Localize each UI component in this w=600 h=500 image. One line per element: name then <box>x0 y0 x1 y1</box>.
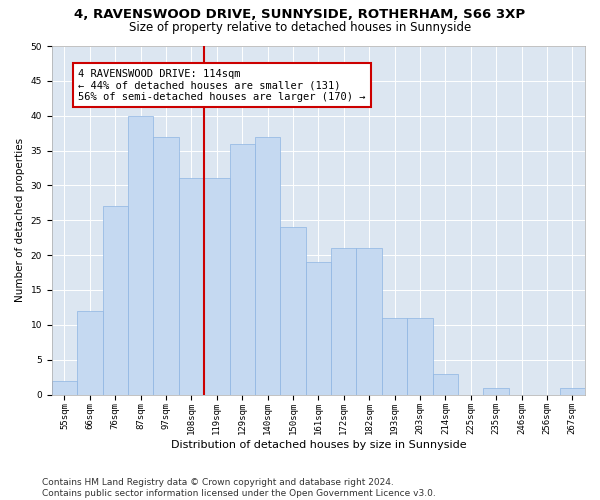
Text: Size of property relative to detached houses in Sunnyside: Size of property relative to detached ho… <box>129 21 471 34</box>
Bar <box>179 178 204 394</box>
Y-axis label: Number of detached properties: Number of detached properties <box>15 138 25 302</box>
Bar <box>356 248 382 394</box>
Bar <box>77 311 103 394</box>
Bar <box>305 262 331 394</box>
Bar <box>331 248 356 394</box>
Bar <box>280 227 305 394</box>
Bar <box>382 318 407 394</box>
Bar <box>484 388 509 394</box>
Text: Contains HM Land Registry data © Crown copyright and database right 2024.
Contai: Contains HM Land Registry data © Crown c… <box>42 478 436 498</box>
Bar <box>230 144 255 394</box>
Bar <box>103 206 128 394</box>
Bar <box>128 116 154 394</box>
Bar <box>407 318 433 394</box>
Bar <box>52 380 77 394</box>
Bar <box>255 136 280 394</box>
Text: 4 RAVENSWOOD DRIVE: 114sqm
← 44% of detached houses are smaller (131)
56% of sem: 4 RAVENSWOOD DRIVE: 114sqm ← 44% of deta… <box>79 68 366 102</box>
Bar <box>433 374 458 394</box>
X-axis label: Distribution of detached houses by size in Sunnyside: Distribution of detached houses by size … <box>170 440 466 450</box>
Text: 4, RAVENSWOOD DRIVE, SUNNYSIDE, ROTHERHAM, S66 3XP: 4, RAVENSWOOD DRIVE, SUNNYSIDE, ROTHERHA… <box>74 8 526 20</box>
Bar <box>204 178 230 394</box>
Bar <box>154 136 179 394</box>
Bar <box>560 388 585 394</box>
